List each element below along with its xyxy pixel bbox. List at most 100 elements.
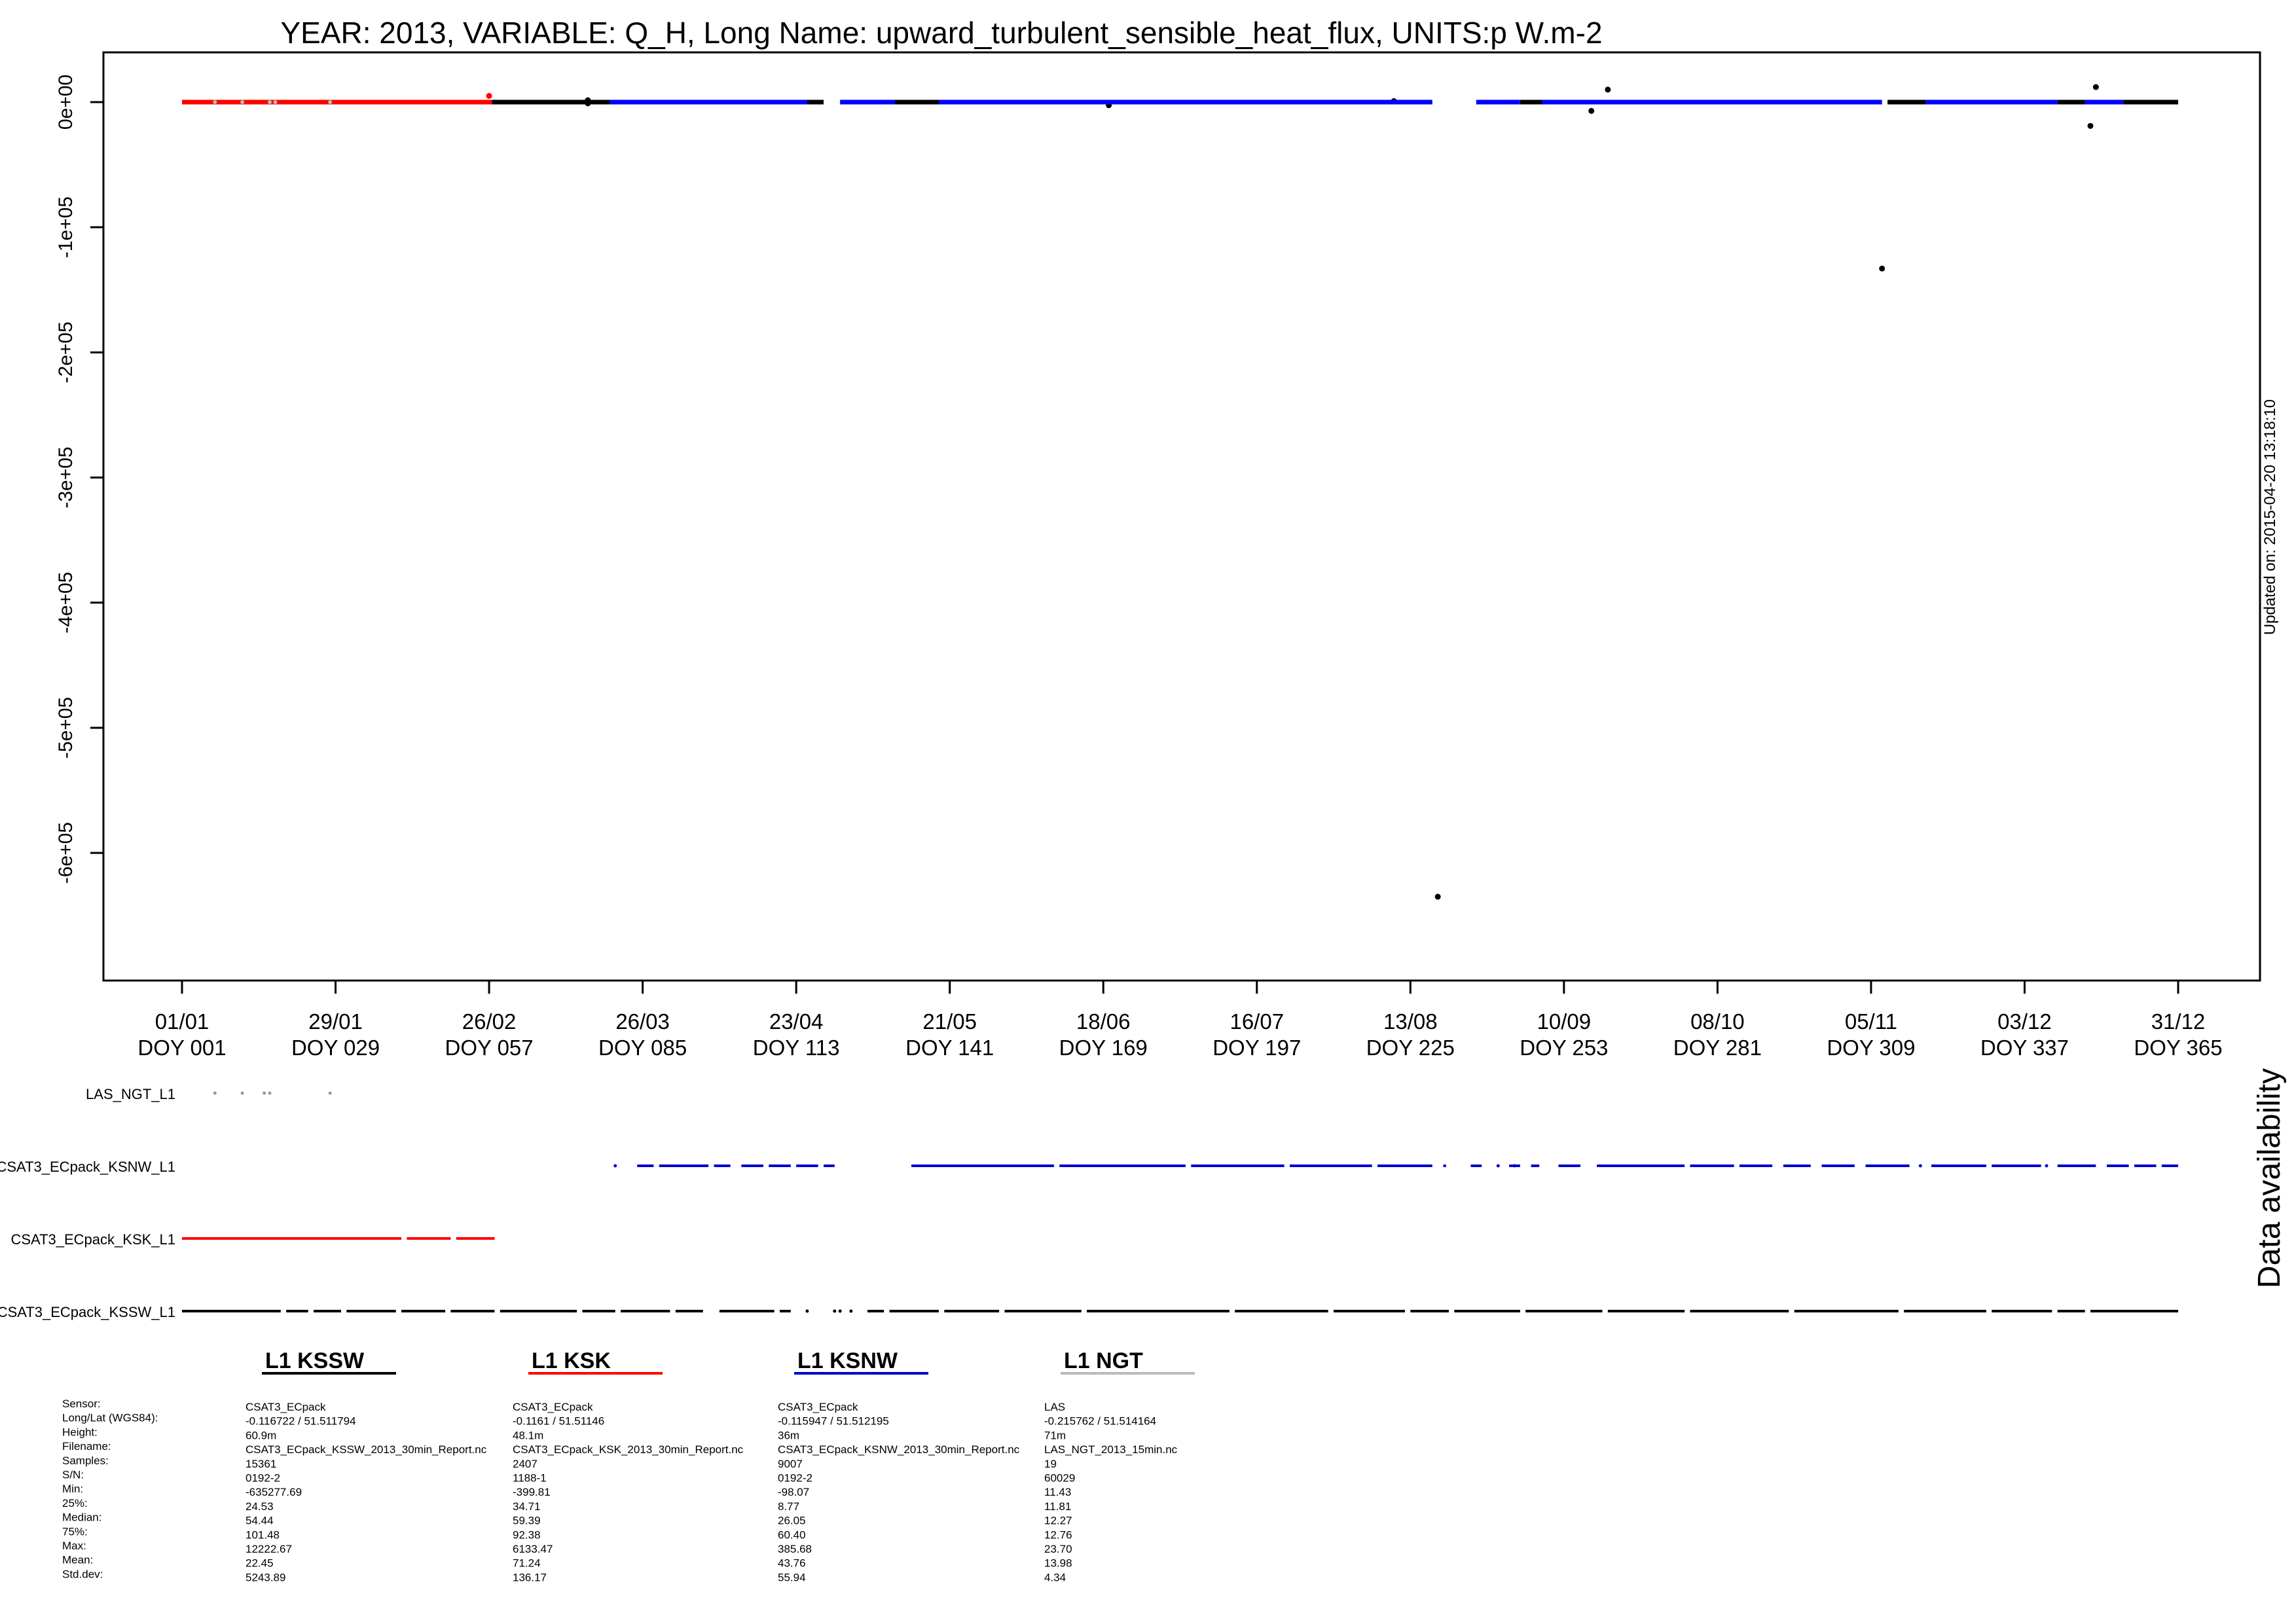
availability-dot	[1918, 1164, 1922, 1168]
stats-cell: 5243.89	[246, 1571, 285, 1583]
stats-cell: CSAT3_ECpack_KSK_2013_30min_Report.nc	[513, 1443, 744, 1456]
stats-row-label: 25%:	[62, 1497, 88, 1509]
availability-dot	[213, 1091, 217, 1095]
stats-cell: 23.70	[1044, 1543, 1072, 1555]
x-tick-date-label: 21/05	[922, 1009, 977, 1034]
availability-dot	[240, 1091, 244, 1095]
x-tick-doy-label: DOY 085	[598, 1036, 687, 1060]
x-tick-date-label: 31/12	[2151, 1009, 2206, 1034]
x-tick-doy-label: DOY 253	[1520, 1036, 1608, 1060]
y-tick-label: -3e+05	[55, 446, 77, 508]
stats-row-label: 75%:	[62, 1525, 88, 1538]
y-tick-label: -2e+05	[55, 321, 77, 383]
stats-row-label: Min:	[62, 1483, 83, 1495]
availability-dot	[1512, 1164, 1516, 1168]
x-tick-date-label: 10/09	[1537, 1009, 1592, 1034]
x-tick-date-label: 05/11	[1845, 1009, 1897, 1034]
stats-cell: 13.98	[1044, 1557, 1072, 1570]
stats-cell: 24.53	[246, 1500, 274, 1513]
stats-cell: 60.9m	[246, 1429, 276, 1441]
x-tick-doy-label: DOY 281	[1673, 1036, 1762, 1060]
series-ngt-point	[273, 100, 278, 104]
data-availability-title: Data availability	[2252, 1068, 2287, 1288]
stats-cell: CSAT3_ECpack_KSSW_2013_30min_Report.nc	[246, 1443, 487, 1456]
x-tick-date-label: 03/12	[1997, 1009, 2052, 1034]
series-ngt-point	[213, 100, 217, 104]
x-tick-date-label: 26/02	[462, 1009, 517, 1034]
series-kssw-point	[585, 100, 591, 107]
stats-cell: LAS_NGT_2013_15min.nc	[1044, 1443, 1178, 1456]
y-tick-label: 0e+00	[55, 75, 77, 130]
x-tick-date-label: 23/04	[769, 1009, 824, 1034]
availability-dot	[268, 1091, 272, 1095]
stats-cell: 136.17	[513, 1571, 547, 1583]
y-tick-label: -1e+05	[55, 196, 77, 258]
availability-dot	[613, 1164, 617, 1168]
stats-cell: 43.76	[778, 1557, 806, 1570]
legend-label: L1 KSSW	[265, 1348, 365, 1373]
stats-cell: 6133.47	[513, 1543, 553, 1555]
stats-row-label: Long/Lat (WGS84):	[62, 1412, 158, 1424]
stats-cell: -0.116722 / 51.511794	[246, 1415, 356, 1428]
stats-cell: CSAT3_ECpack	[246, 1401, 326, 1413]
x-tick-date-label: 29/01	[308, 1009, 363, 1034]
stats-cell: CSAT3_ECpack	[513, 1401, 593, 1413]
stats-row-label: Filename:	[62, 1440, 111, 1453]
availability-row-label: CSAT3_ECpack_KSNW_L1	[0, 1159, 175, 1175]
stats-cell: -635277.69	[246, 1486, 302, 1498]
chart-title: YEAR: 2013, VARIABLE: Q_H, Long Name: up…	[280, 16, 1602, 50]
x-tick-doy-label: DOY 057	[445, 1036, 533, 1060]
stats-cell: 15361	[246, 1458, 276, 1470]
stats-cell: 2407	[513, 1458, 538, 1470]
stats-cell: 385.68	[778, 1543, 812, 1555]
stats-row-label: Median:	[62, 1511, 101, 1524]
stats-cell: 12222.67	[246, 1543, 292, 1555]
series-kssw-point	[1588, 107, 1595, 114]
stats-cell: 12.27	[1044, 1515, 1072, 1527]
x-tick-doy-label: DOY 197	[1212, 1036, 1301, 1060]
stats-cell: -399.81	[513, 1486, 551, 1498]
stats-cell: 54.44	[246, 1515, 274, 1527]
x-tick-doy-label: DOY 113	[753, 1036, 840, 1060]
legend: L1 KSSW L1 KSK L1 KSNW L1 NGT	[262, 1348, 1195, 1375]
availability-dot	[838, 1309, 842, 1313]
stats-cell: -98.07	[778, 1486, 809, 1498]
stats-cell: 19	[1044, 1458, 1057, 1470]
stats-cell: -0.215762 / 51.514164	[1044, 1415, 1156, 1428]
stats-cell: -0.115947 / 51.512195	[778, 1415, 889, 1428]
data-availability-panel: LAS_NGT_L1 CSAT3_ECpack_KSNW_L1 CSAT3_ECpa…	[0, 1086, 2178, 1320]
stats-row-label: Std.dev:	[62, 1568, 103, 1580]
availability-dot	[328, 1091, 332, 1095]
series-kssw-point	[1434, 893, 1441, 900]
stats-cell: 48.1m	[513, 1429, 543, 1441]
stats-row-label: Sensor:	[62, 1398, 101, 1410]
legend-label: L1 KSNW	[797, 1348, 898, 1373]
stats-cell: 22.45	[246, 1557, 274, 1570]
y-axis: 0e+00 -1e+05 -2e+05 -3e+05 -4e+05 -5e+05 -6e+0…	[55, 75, 105, 884]
stats-cell: CSAT3_ECpack_KSNW_2013_30min_Report.nc	[778, 1443, 1020, 1456]
stats-cell: 1188-1	[513, 1472, 547, 1485]
stats-cell: 8.77	[778, 1500, 799, 1513]
series-kssw-point	[2087, 122, 2094, 129]
stats-row-label: Height:	[62, 1426, 98, 1438]
stats-cell: 60029	[1044, 1472, 1075, 1485]
x-tick-doy-label: DOY 309	[1827, 1036, 1915, 1060]
x-tick-date-label: 01/01	[155, 1009, 210, 1034]
series-ngt-point	[240, 100, 245, 104]
availability-row-label: CSAT3_ECpack_KSK_L1	[10, 1231, 175, 1248]
x-tick-doy-label: DOY 365	[2134, 1036, 2222, 1060]
plot-frame	[102, 51, 2261, 982]
x-tick-doy-label: DOY 337	[1980, 1036, 2069, 1060]
stats-cell: 11.43	[1044, 1486, 1071, 1498]
series-ngt-point	[328, 100, 333, 104]
availability-dot	[263, 1091, 266, 1095]
y-tick-label: -6e+05	[55, 822, 77, 884]
x-tick-doy-label: DOY 225	[1366, 1036, 1455, 1060]
stats-cell: 101.48	[246, 1528, 280, 1541]
stats-cell: 55.94	[778, 1571, 806, 1583]
y-tick-label: -5e+05	[55, 697, 77, 759]
stats-cell: 92.38	[513, 1528, 541, 1541]
plot-content	[182, 84, 2178, 900]
stats-cell: 4.34	[1044, 1571, 1066, 1583]
stats-cell: 0192-2	[246, 1472, 280, 1485]
